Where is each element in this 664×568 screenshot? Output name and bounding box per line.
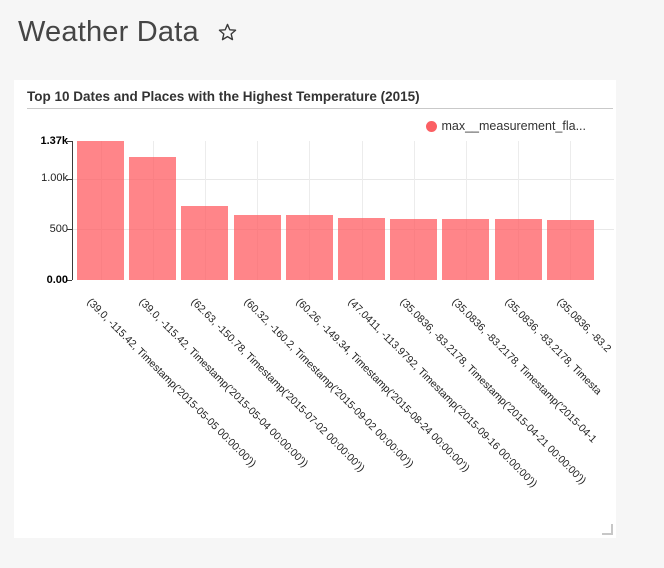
- y-tick-label: 500: [49, 222, 68, 235]
- bar[interactable]: [181, 206, 229, 280]
- gridline-vertical: [413, 141, 415, 280]
- chart-title: Top 10 Dates and Places with the Highest…: [27, 89, 420, 104]
- bar[interactable]: [390, 219, 438, 280]
- legend-label: max__measurement_fla...: [441, 119, 586, 133]
- y-tick-mark: [67, 280, 72, 281]
- y-tick-mark: [67, 141, 72, 142]
- x-axis-label: (47.0411, -113.9792, Timestamp('2015-09-…: [345, 296, 540, 490]
- x-axis-label: (35.0836, -83.2178, Timesta: [502, 296, 604, 398]
- bar[interactable]: [129, 156, 177, 280]
- gridline-vertical: [257, 141, 259, 280]
- bar[interactable]: [338, 218, 385, 280]
- y-axis-line: [72, 141, 73, 280]
- bar[interactable]: [442, 219, 490, 280]
- y-tick-label: 1.37k: [40, 134, 68, 147]
- y-tick-label: 0.00: [46, 273, 68, 286]
- gridline-vertical: [309, 141, 311, 280]
- resize-handle-icon[interactable]: [602, 524, 613, 535]
- x-axis-label: (60.26, -149.34, Timestamp('2015-08-24 0…: [293, 296, 472, 475]
- bar[interactable]: [494, 219, 542, 280]
- page-header: Weather Data: [18, 12, 238, 52]
- chart-title-divider: [27, 108, 613, 109]
- gridline-vertical: [465, 141, 467, 280]
- legend-item[interactable]: max__measurement_fla...: [426, 119, 586, 133]
- bar[interactable]: [77, 141, 124, 280]
- legend-marker-icon: [426, 120, 438, 132]
- bar[interactable]: [546, 219, 594, 280]
- gridline-horizontal: [72, 178, 614, 180]
- bar[interactable]: [233, 214, 281, 280]
- x-axis-label: (62.63, -150.78, Timestamp('2015-07-02 0…: [188, 296, 368, 475]
- x-axis-label: (35.0836, -83.2178, Timestamp('2015-04-2…: [397, 296, 589, 487]
- y-tick-mark: [67, 178, 72, 180]
- y-tick-label: 1.00k: [41, 172, 68, 185]
- gridline-vertical: [361, 141, 363, 280]
- page-title: Weather Data: [18, 15, 199, 48]
- gridline-vertical: [570, 141, 572, 280]
- bar-chart-plot: 1.37k 1.00k 500 0.00 (39.0, -115.42, Timesta…: [14, 80, 616, 538]
- favorite-star-icon[interactable]: [217, 22, 238, 48]
- y-tick-mark: [67, 229, 72, 231]
- gridline-vertical: [518, 141, 520, 280]
- x-axis-label: (35.0836, -83.2: [554, 296, 614, 355]
- bar[interactable]: [285, 215, 333, 280]
- chart-card: Top 10 Dates and Places with the Highest…: [14, 80, 616, 538]
